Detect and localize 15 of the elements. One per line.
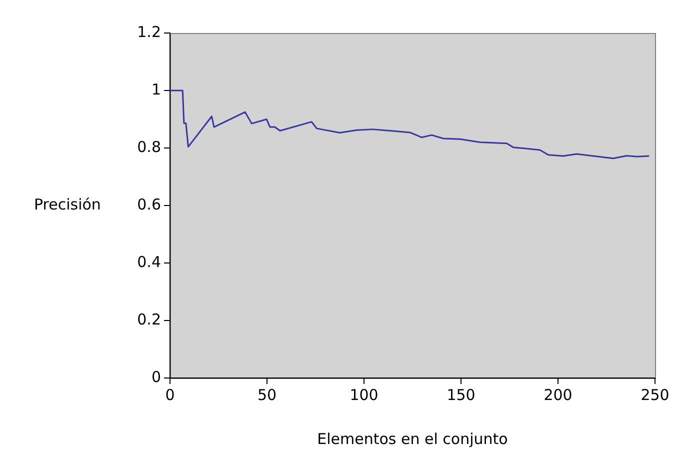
y-axis-title: Precisión: [34, 195, 101, 214]
x-tick-label: 100: [350, 386, 378, 404]
x-tick-label: 200: [544, 386, 572, 404]
x-tick-label: 50: [257, 386, 277, 404]
y-tick-label: 0: [151, 368, 161, 386]
x-tick-label: 0: [165, 386, 175, 404]
x-axis-title: Elementos en el conjunto: [317, 430, 508, 448]
y-tick-label: 1.2: [137, 22, 161, 41]
y-tick-label: 0.6: [137, 195, 161, 214]
y-tick-label: 0.2: [137, 310, 161, 328]
y-tick-label: 0.4: [137, 252, 161, 271]
y-tick-label: 1: [151, 80, 161, 98]
x-tick-label: 250: [640, 386, 670, 404]
x-tick-label: 150: [446, 386, 476, 404]
y-tick-label: 0.8: [137, 138, 161, 156]
